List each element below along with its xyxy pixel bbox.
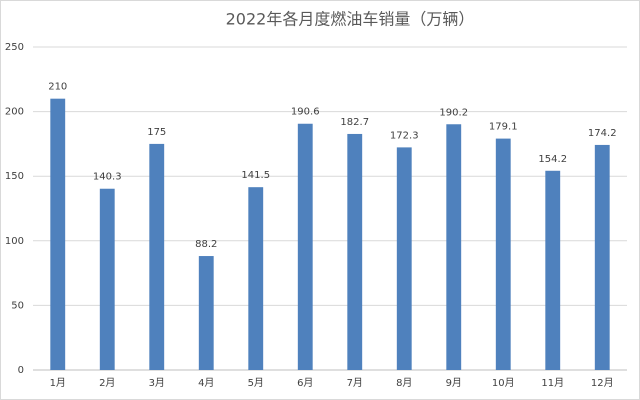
bar <box>495 138 511 370</box>
x-tick-label: 9月 <box>446 377 462 389</box>
data-label: 154.2 <box>538 154 567 165</box>
data-label: 190.6 <box>291 107 320 118</box>
data-label: 172.3 <box>390 130 419 141</box>
bar <box>545 170 561 370</box>
bar <box>594 144 610 370</box>
y-tick-label: 250 <box>5 42 24 53</box>
y-tick-label: 100 <box>5 236 24 247</box>
y-tick-label: 150 <box>5 171 24 182</box>
bar <box>396 147 412 370</box>
data-label: 141.5 <box>241 170 270 181</box>
bar <box>149 143 165 370</box>
bar <box>50 98 66 371</box>
x-tick-label: 11月 <box>541 377 564 389</box>
data-label: 140.3 <box>93 172 122 183</box>
bar <box>297 123 313 370</box>
x-tick-label: 8月 <box>396 377 412 389</box>
bar <box>347 133 363 370</box>
bar <box>99 188 115 370</box>
data-label: 175 <box>147 127 166 138</box>
bar <box>248 187 264 370</box>
data-label: 179.1 <box>489 122 518 133</box>
x-tick-label: 12月 <box>591 377 614 389</box>
x-tick-label: 3月 <box>149 377 165 389</box>
chart-title: 2022年各月度燃油车销量（万辆） <box>226 10 475 29</box>
y-tick-label: 200 <box>5 107 24 118</box>
y-tick-label: 0 <box>18 365 24 376</box>
bar <box>198 256 214 370</box>
x-tick-label: 4月 <box>198 377 214 389</box>
x-tick-label: 7月 <box>347 377 363 389</box>
data-label: 182.7 <box>340 117 369 128</box>
x-tick-label: 5月 <box>248 377 264 389</box>
data-label: 174.2 <box>588 128 617 139</box>
x-tick-label: 2月 <box>99 377 115 389</box>
bar <box>446 124 462 370</box>
x-tick-label: 6月 <box>297 377 313 389</box>
x-tick-label: 10月 <box>492 377 515 389</box>
x-tick-label: 1月 <box>50 377 66 389</box>
data-label: 210 <box>48 82 67 93</box>
y-tick-label: 50 <box>11 300 24 311</box>
data-label: 88.2 <box>195 239 217 250</box>
data-label: 190.2 <box>439 107 468 118</box>
